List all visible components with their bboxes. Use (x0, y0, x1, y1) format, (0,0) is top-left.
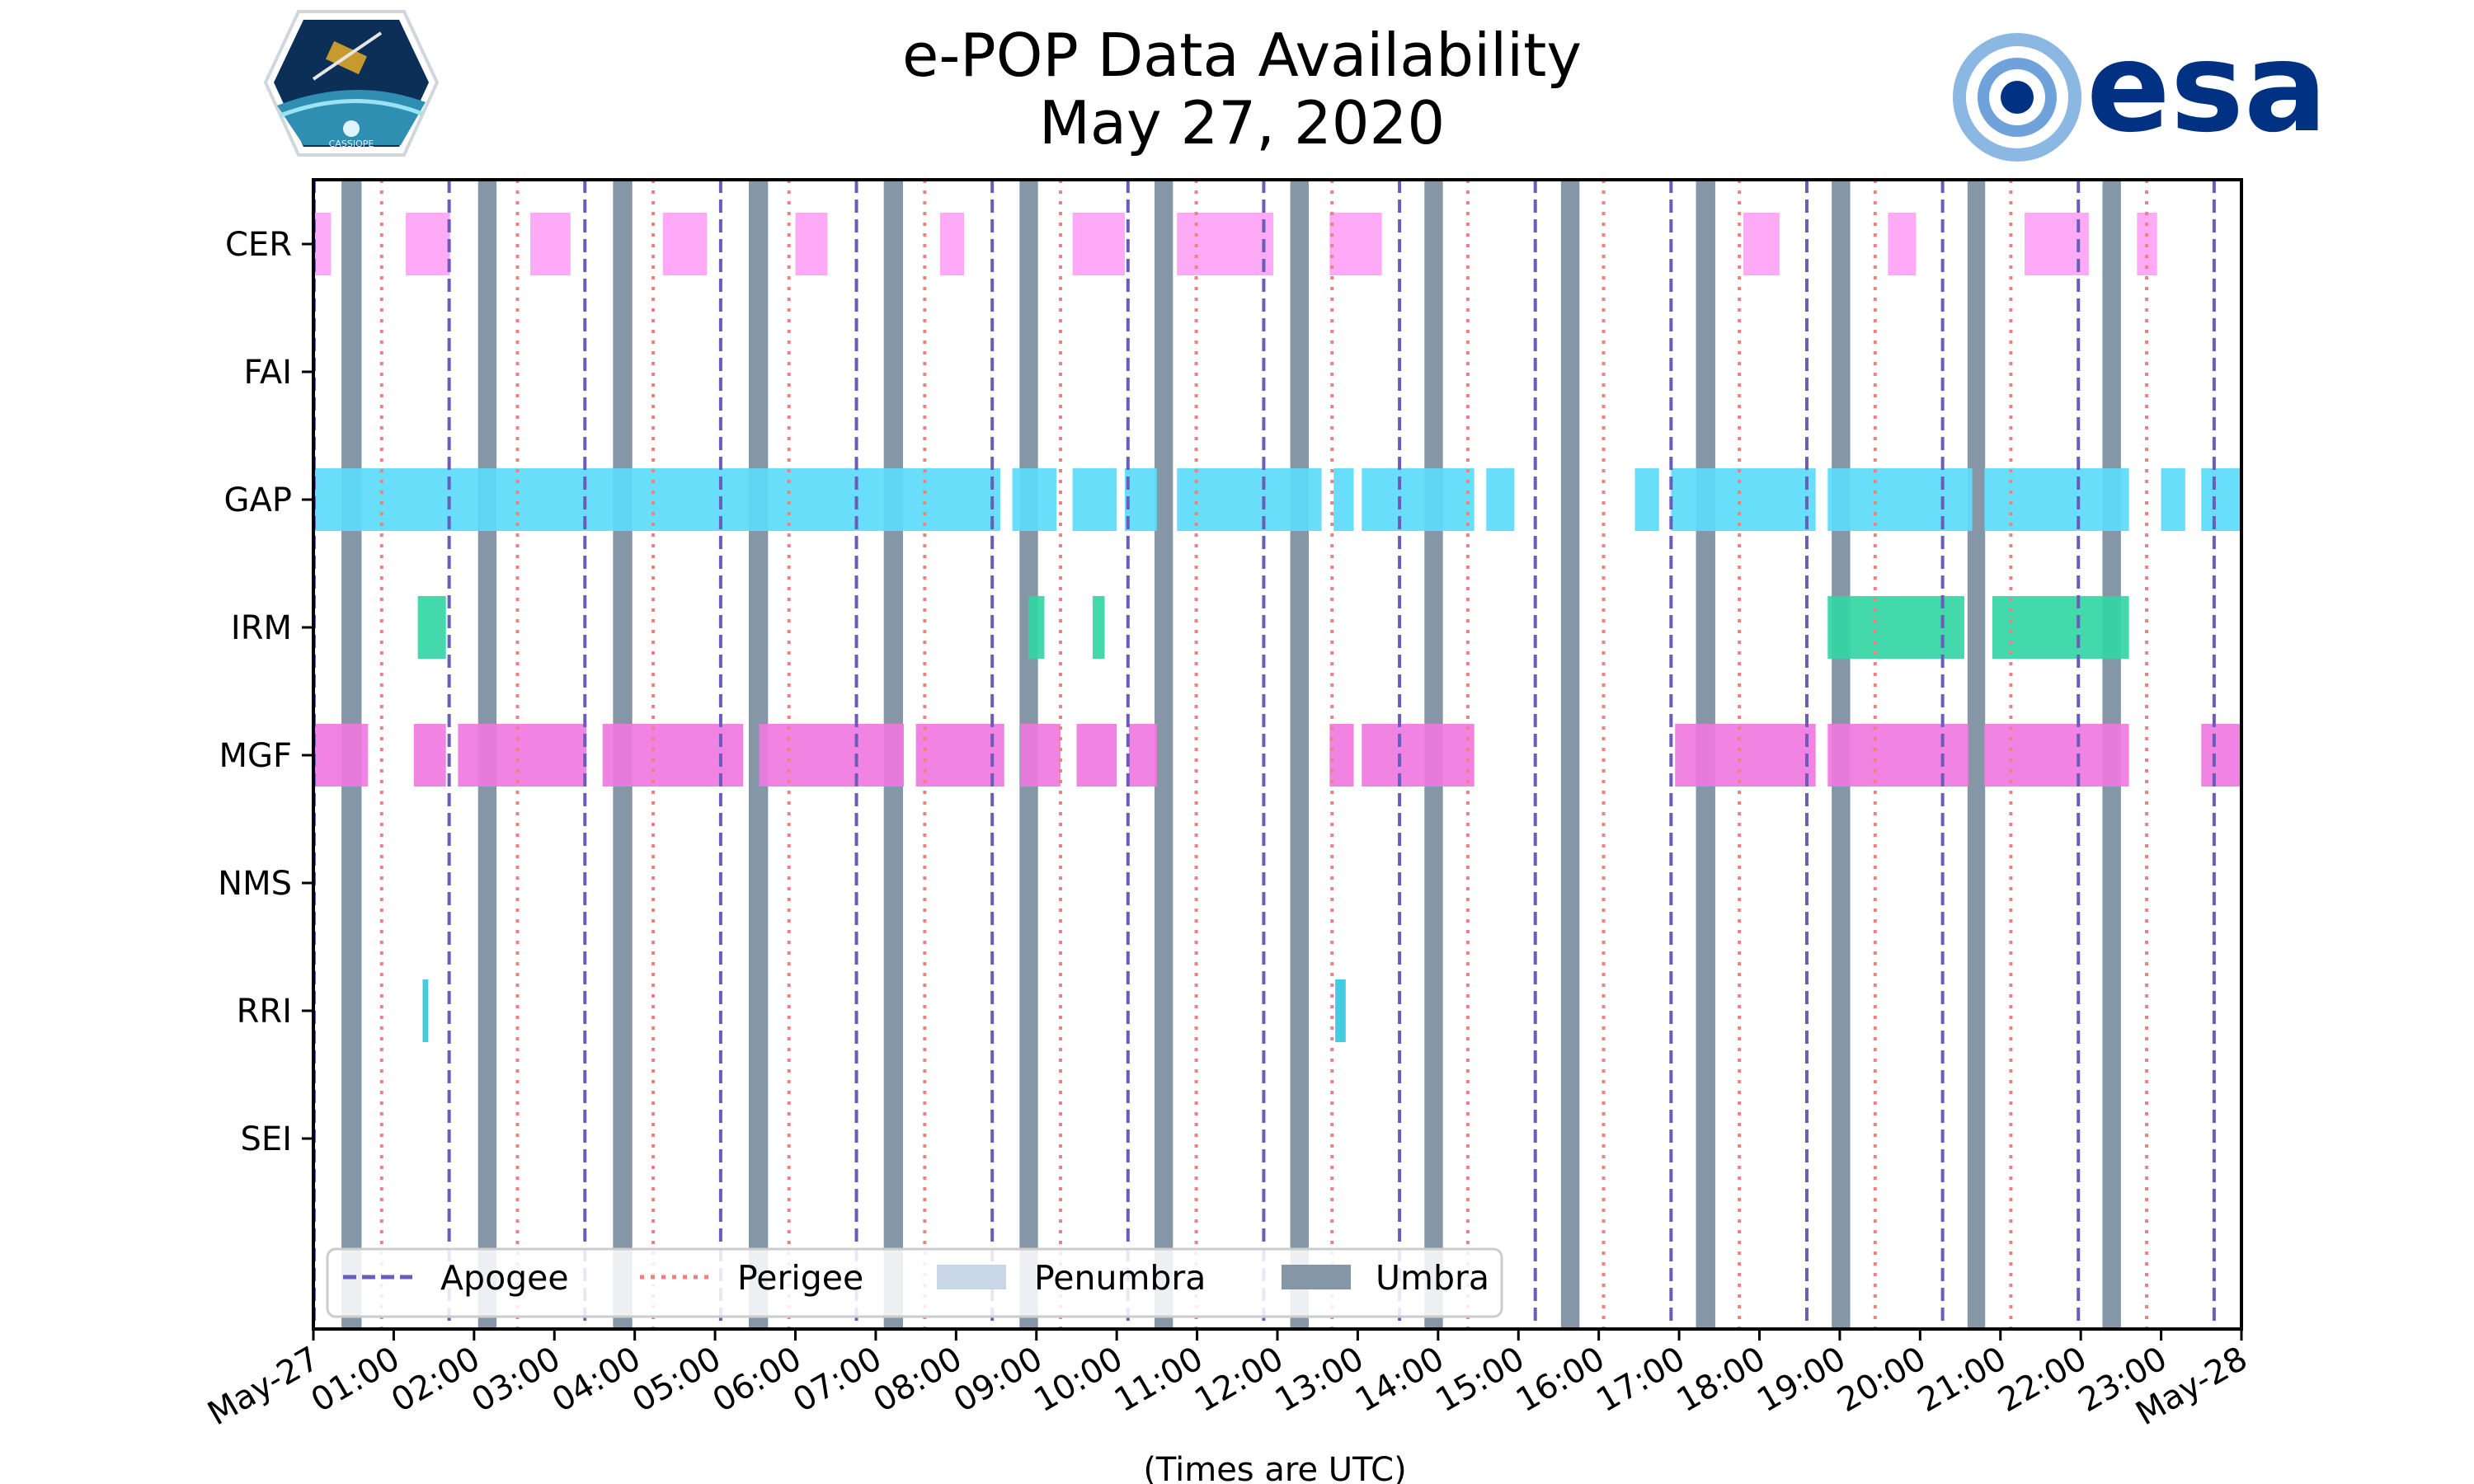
y-tick-label-gap: GAP (224, 481, 292, 519)
availability-bar-mgf (1329, 724, 1354, 787)
availability-bar-gap (1362, 468, 1475, 531)
availability-bar-gap (1333, 468, 1354, 531)
availability-bar-cer (530, 213, 571, 275)
availability-bar-gap (1124, 468, 1157, 531)
y-tick-label-nms: NMS (218, 865, 292, 903)
legend-penumbra-label: Penumbra (1034, 1258, 1206, 1298)
legend: Apogee Perigee Penumbra Umbra (326, 1247, 1503, 1318)
umbra-band (1154, 180, 1174, 1329)
x-tick-label: 18:00 (1671, 1340, 1772, 1420)
x-tick-label: 16:00 (1510, 1340, 1611, 1420)
legend-box (326, 1247, 1503, 1318)
availability-bar-cer (1329, 213, 1382, 275)
x-tick-label: 10:00 (1028, 1340, 1129, 1420)
svg-text:esa: esa (2086, 16, 2327, 160)
availability-bar-rri (422, 979, 429, 1042)
availability-bar-mgf (2201, 724, 2241, 787)
x-tick-label: 12:00 (1188, 1340, 1290, 1420)
umbra-band (748, 180, 769, 1329)
x-tick-label: 07:00 (787, 1340, 888, 1420)
availability-bar-mgf (1076, 724, 1117, 787)
availability-bar-mgf (1827, 724, 1968, 787)
y-tick-label-rri: RRI (237, 993, 292, 1031)
availability-bar-gap (1671, 468, 1816, 531)
availability-bar-cer (1888, 213, 1917, 275)
availability-bar-mgf (313, 724, 369, 787)
availability-bar-irm (1028, 596, 1045, 659)
y-tick-label-irm: IRM (231, 609, 292, 647)
availability-bar-cer (662, 213, 708, 275)
availability-bar-gap (1012, 468, 1057, 531)
availability-bar-cer (406, 213, 450, 275)
x-tick-label: 01:00 (305, 1340, 407, 1420)
x-tick-label: 13:00 (1269, 1340, 1371, 1420)
legend-penumbra-swatch (937, 1265, 1006, 1289)
x-tick-label: 03:00 (465, 1340, 567, 1420)
availability-bar-mgf (1984, 724, 2129, 787)
cassiope-logo: CASSIOPE (263, 10, 440, 157)
y-tick-label-fai: FAI (244, 354, 293, 392)
y-tick-label-cer: CER (225, 226, 292, 264)
x-axis-label: (Times are UTC) (1143, 1451, 1406, 1484)
x-tick-label: 04:00 (546, 1340, 647, 1420)
availability-bar-mgf (1128, 724, 1157, 787)
x-tick-label: 02:00 (385, 1340, 487, 1420)
availability-bar-gap (1984, 468, 2129, 531)
availability-bar-cer (1743, 213, 1780, 275)
umbra-band (1290, 180, 1309, 1329)
availability-bar-gap (1827, 468, 1973, 531)
availability-bar-mgf (1362, 724, 1475, 787)
availability-bar-mgf (759, 724, 905, 787)
x-tick-label: 22:00 (1992, 1340, 2093, 1420)
legend-umbra-swatch (1282, 1265, 1351, 1289)
x-tick-label: 21:00 (1912, 1340, 2013, 1420)
y-tick-label-sei: SEI (241, 1120, 292, 1158)
availability-bar-mgf (1020, 724, 1061, 787)
umbra-band (1560, 180, 1580, 1329)
x-tick-label: 08:00 (867, 1340, 968, 1420)
availability-bar-gap (1634, 468, 1659, 531)
x-tick-label: 05:00 (626, 1340, 727, 1420)
x-tick-label: 14:00 (1349, 1340, 1451, 1420)
legend-umbra-label: Umbra (1376, 1258, 1489, 1298)
availability-bar-mgf (1675, 724, 1816, 787)
chart-title: e-POP Data Availability (902, 21, 1582, 90)
availability-bar-gap (1486, 468, 1515, 531)
umbra-band (1967, 180, 1986, 1329)
chart-subtitle: May 27, 2020 (1039, 88, 1445, 157)
availability-bar-gap (1177, 468, 1322, 531)
availability-bar-gap (2201, 468, 2241, 531)
availability-bar-cer (1072, 213, 1125, 275)
availability-bar-irm (1992, 596, 2129, 659)
legend-perigee-label: Perigee (737, 1258, 863, 1298)
availability-bar-mgf (458, 724, 587, 787)
availability-bar-cer (313, 213, 332, 275)
x-tick-label: 20:00 (1831, 1340, 1932, 1420)
availability-bar-gap (313, 468, 1000, 531)
availability-bar-irm (1092, 596, 1105, 659)
availability-bar-mgf (413, 724, 446, 787)
x-tick-label: 11:00 (1108, 1340, 1210, 1420)
x-tick-label: 06:00 (707, 1340, 808, 1420)
availability-bar-cer (939, 213, 965, 275)
availability-bar-irm (417, 596, 446, 659)
availability-bar-cer (1177, 213, 1274, 275)
x-tick-label: 17:00 (1590, 1340, 1691, 1420)
availability-bar-mgf (915, 724, 1004, 787)
availability-bar-gap (1072, 468, 1117, 531)
svg-text:CASSIOPE: CASSIOPE (329, 139, 374, 149)
availability-bar-cer (795, 213, 828, 275)
esa-logo: esa (1953, 16, 2327, 162)
x-tick-label: 19:00 (1751, 1340, 1852, 1420)
x-tick-label: 09:00 (948, 1340, 1049, 1420)
availability-bar-gap (2161, 468, 2185, 531)
availability-bar-rri (1335, 979, 1346, 1042)
legend-apogee-label: Apogee (440, 1258, 569, 1298)
x-tick-label: 15:00 (1429, 1340, 1531, 1420)
y-tick-label-mgf: MGF (219, 737, 292, 775)
